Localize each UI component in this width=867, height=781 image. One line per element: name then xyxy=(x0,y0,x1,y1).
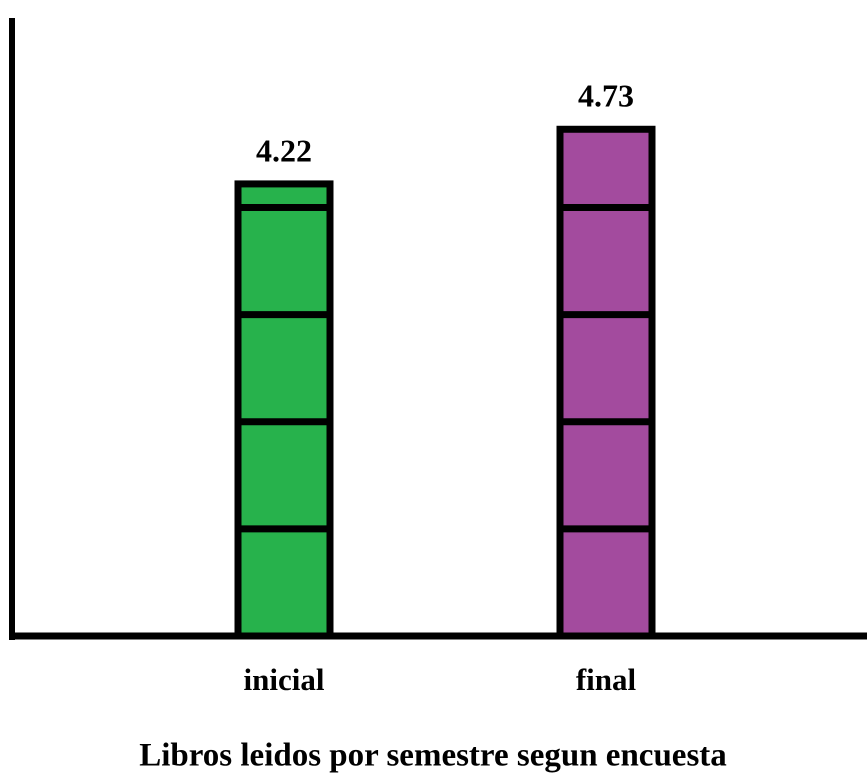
chart-title: Libros leidos por semestre segun encuest… xyxy=(139,738,727,774)
value-label: 4.22 xyxy=(256,132,312,168)
x-tick-label: final xyxy=(576,662,637,697)
bar xyxy=(556,125,656,640)
value-label: 4.73 xyxy=(578,78,634,114)
x-tick-label: inicial xyxy=(244,662,325,697)
bar xyxy=(234,180,334,640)
